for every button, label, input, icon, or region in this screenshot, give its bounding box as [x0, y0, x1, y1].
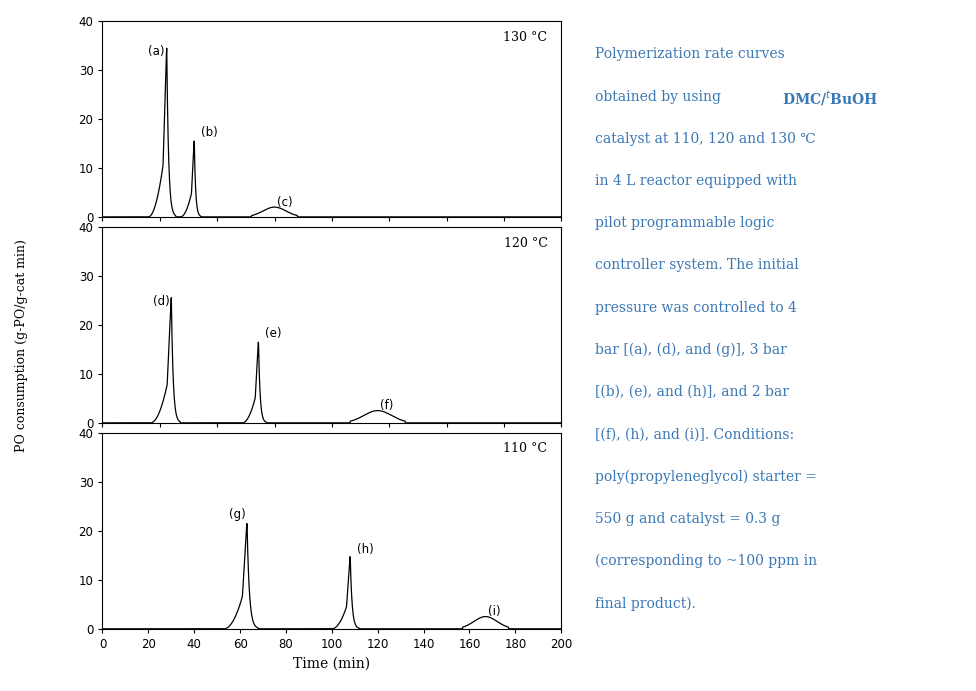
Text: DMC/$^t$BuOH: DMC/$^t$BuOH: [783, 90, 878, 108]
Text: 110 °C: 110 °C: [504, 442, 548, 455]
Text: pressure was controlled to 4: pressure was controlled to 4: [594, 301, 796, 314]
Text: poly(propyleneglycol) starter =: poly(propyleneglycol) starter =: [594, 470, 817, 484]
X-axis label: Time (min): Time (min): [293, 656, 371, 670]
Text: (i): (i): [488, 605, 501, 618]
Text: [(b), (e), and (h)], and 2 bar: [(b), (e), and (h)], and 2 bar: [594, 385, 789, 399]
Text: (c): (c): [277, 196, 293, 209]
Text: controller system. The initial: controller system. The initial: [594, 258, 798, 272]
Text: obtained by using: obtained by using: [594, 90, 725, 104]
Text: (e): (e): [265, 327, 282, 340]
Text: Polymerization rate curves: Polymerization rate curves: [594, 48, 785, 61]
Text: 120 °C: 120 °C: [504, 236, 548, 249]
Text: (f): (f): [380, 399, 393, 412]
Text: catalyst at 110, 120 and 130 ℃: catalyst at 110, 120 and 130 ℃: [594, 132, 815, 146]
Text: 550 g and catalyst = 0.3 g: 550 g and catalyst = 0.3 g: [594, 512, 780, 526]
Text: (h): (h): [357, 543, 374, 556]
Text: (corresponding to ~100 ppm in: (corresponding to ~100 ppm in: [594, 554, 817, 569]
Text: in 4 L reactor equipped with: in 4 L reactor equipped with: [594, 174, 796, 188]
Text: 130 °C: 130 °C: [504, 30, 548, 44]
Text: (b): (b): [201, 126, 218, 139]
Text: pilot programmable logic: pilot programmable logic: [594, 216, 774, 230]
Text: bar [(a), (d), and (g)], 3 bar: bar [(a), (d), and (g)], 3 bar: [594, 343, 787, 357]
Text: final product).: final product).: [594, 596, 696, 611]
Text: (g): (g): [228, 509, 245, 522]
Text: PO consumption (g-PO/g-cat min): PO consumption (g-PO/g-cat min): [15, 239, 28, 452]
Text: (a): (a): [148, 45, 165, 58]
Text: [(f), (h), and (i)]. Conditions:: [(f), (h), and (i)]. Conditions:: [594, 427, 793, 442]
Text: (d): (d): [153, 295, 170, 308]
